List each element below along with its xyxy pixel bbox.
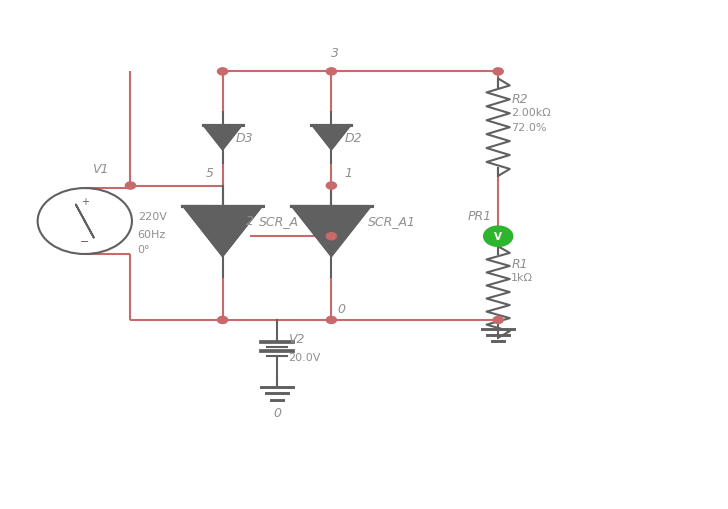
Text: 0°: 0°: [138, 244, 150, 254]
Text: 5: 5: [205, 167, 213, 180]
Text: 1: 1: [344, 167, 352, 180]
Text: +: +: [81, 196, 89, 206]
Text: R2: R2: [511, 93, 528, 105]
Text: PR1: PR1: [467, 210, 492, 222]
Text: D2: D2: [344, 132, 362, 145]
Text: V2: V2: [288, 333, 304, 346]
Circle shape: [326, 183, 336, 190]
Polygon shape: [202, 125, 242, 151]
Circle shape: [326, 69, 336, 76]
Polygon shape: [291, 206, 371, 257]
Text: V: V: [494, 232, 502, 242]
Circle shape: [326, 233, 336, 240]
Circle shape: [483, 227, 513, 247]
Text: 1kΩ: 1kΩ: [511, 272, 533, 282]
Text: 0: 0: [273, 406, 281, 419]
Text: D3: D3: [236, 132, 253, 145]
Circle shape: [493, 69, 503, 76]
Text: 0: 0: [337, 302, 345, 316]
Text: R1: R1: [511, 257, 528, 270]
Text: 20.0V: 20.0V: [288, 352, 320, 362]
Text: 2: 2: [246, 215, 254, 228]
Text: SCR_A1: SCR_A1: [368, 215, 416, 228]
Text: 72.0%: 72.0%: [511, 123, 547, 133]
Circle shape: [326, 317, 336, 324]
Circle shape: [125, 183, 135, 190]
Text: 3: 3: [331, 47, 339, 60]
Polygon shape: [183, 206, 263, 257]
Circle shape: [218, 317, 228, 324]
Polygon shape: [312, 125, 352, 151]
Text: V1: V1: [92, 163, 108, 176]
Text: 220V: 220V: [138, 212, 167, 221]
Text: 60Hz: 60Hz: [138, 229, 166, 239]
Circle shape: [493, 317, 503, 324]
Text: 2.00kΩ: 2.00kΩ: [511, 108, 551, 118]
Circle shape: [218, 69, 228, 76]
Text: SCR_A: SCR_A: [259, 215, 298, 228]
Text: −: −: [80, 237, 90, 247]
